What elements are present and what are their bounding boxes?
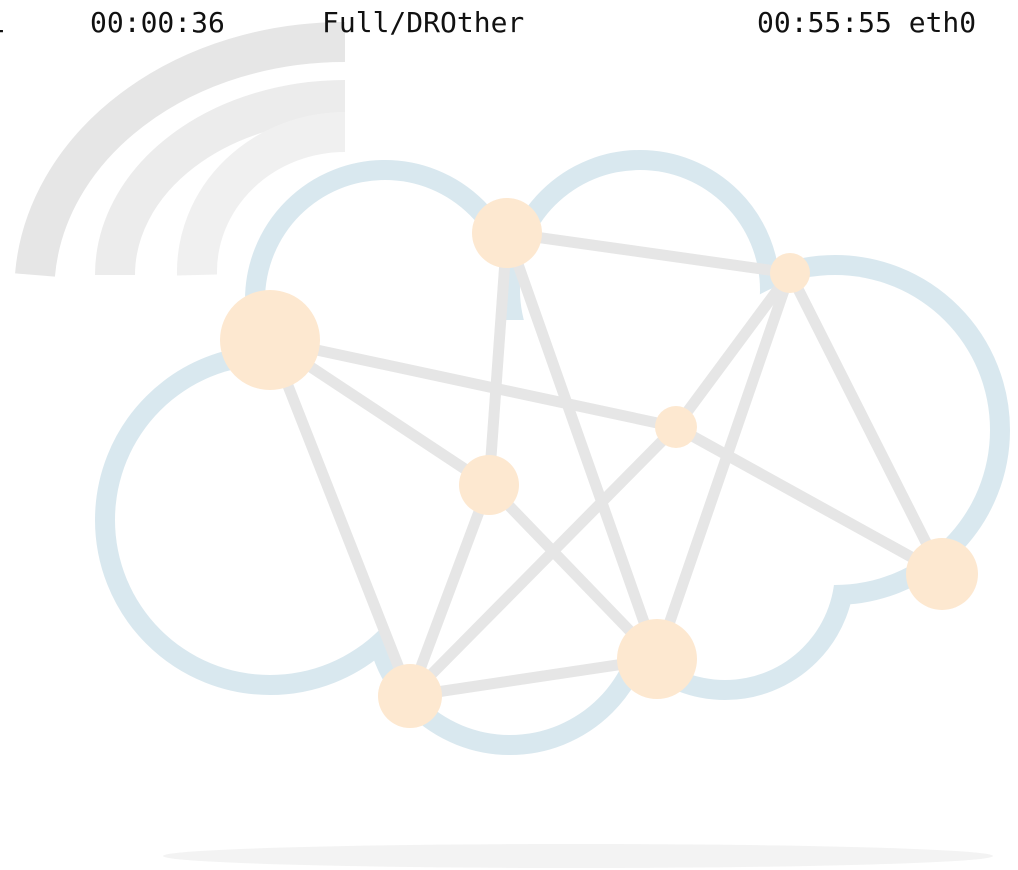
cloud-fill <box>115 170 990 735</box>
terminal-cell: 1 <box>0 0 5 46</box>
terminal-cell: 00:55:55 eth0 <box>757 0 976 46</box>
logo-shadow <box>163 844 993 868</box>
terminal-cell: Full/DROther <box>322 0 524 46</box>
terminal-cell: 00:00:36 <box>90 0 225 46</box>
screen: 1 00:00:36 Full/DROther 00:55:55 eth0 <box>0 0 1018 870</box>
background-logo <box>0 0 1018 870</box>
